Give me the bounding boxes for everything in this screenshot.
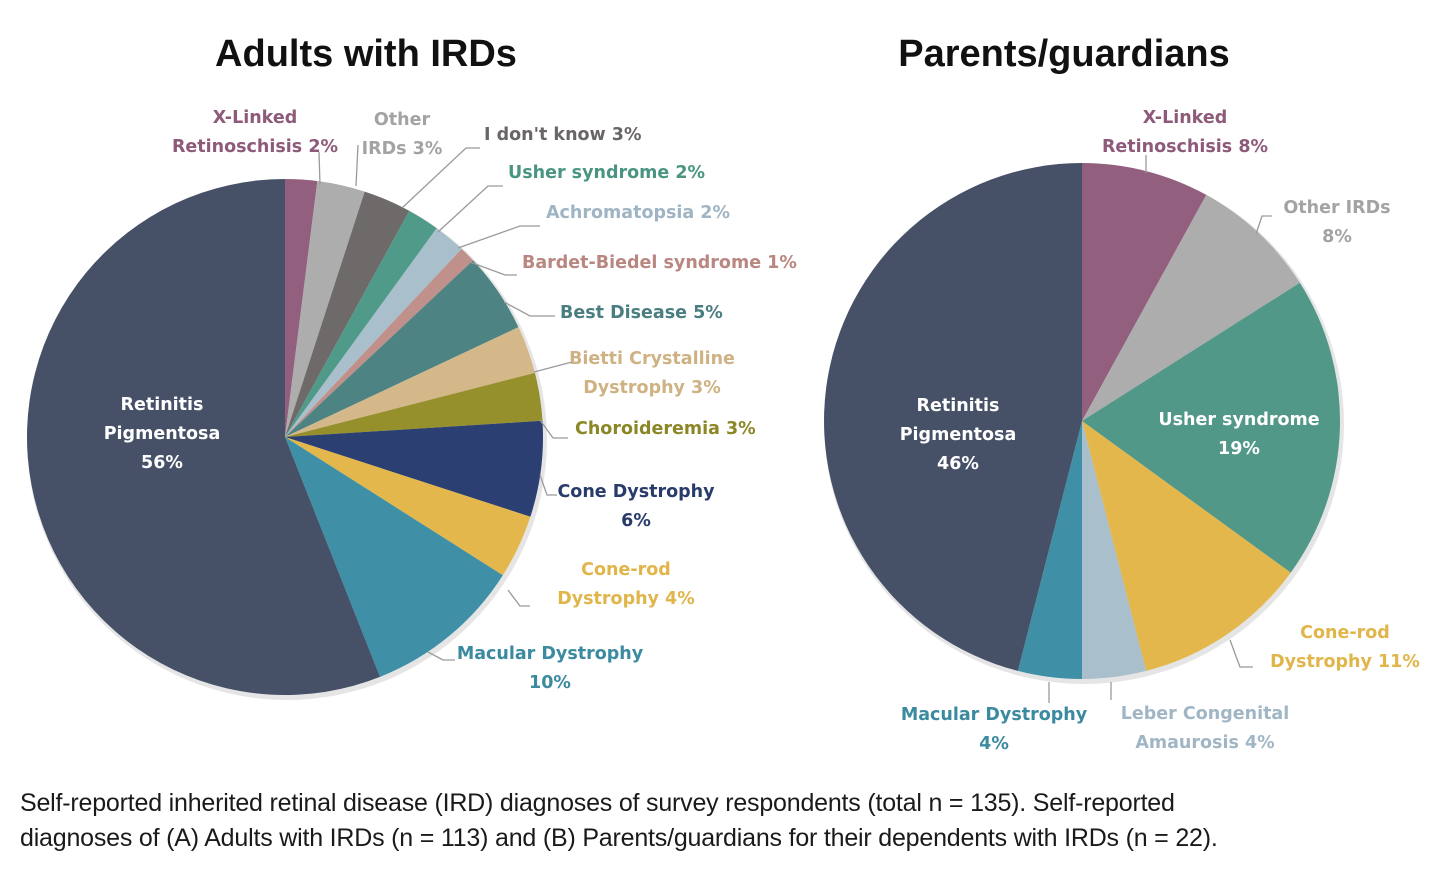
leader-line-x-linked-retinoschisis [318, 151, 321, 186]
data-label-line: Best Disease 5% [560, 303, 723, 323]
data-label-line: Macular Dystrophy [901, 705, 1088, 725]
pie-slice-usher-syndrome [1082, 282, 1341, 573]
data-label-line: 56% [141, 453, 183, 473]
data-label-retinitis-pigmentosa: Retinitis Pigmentosa 46% [900, 396, 1017, 474]
data-label-line: Dystrophy 11% [1270, 652, 1420, 672]
data-label-retinitis-pigmentosa: Retinitis Pigmentosa 56% [104, 395, 221, 473]
data-label-line: Achromatopsia 2% [546, 203, 730, 223]
leader-line-usher-syndrome [437, 185, 503, 233]
data-label-line: Bietti Crystalline [569, 349, 735, 369]
leader-line-cone-rod-dystrophy [1229, 639, 1253, 668]
data-label-leber-congenital-amaurosis: Leber Congenital Amaurosis 4% [1121, 704, 1290, 753]
pie-slice-cone-dystrophy [285, 420, 543, 517]
data-label-line: Retinitis [917, 396, 1000, 416]
data-label-usher-syndrome: Usher syndrome 2% [508, 163, 705, 183]
pie-slice-x-linked-retinoschisis [1082, 163, 1207, 421]
pie-slice-best-disease [285, 260, 519, 437]
leader-line-i-don-t-know [401, 147, 480, 209]
pie-slice-retinitis-pigmentosa [26, 179, 380, 695]
chart-title-adults: Adults with IRDs [215, 33, 517, 75]
data-label-line: Amaurosis 4% [1135, 733, 1274, 753]
leader-line-macular-dystrophy [427, 651, 455, 661]
data-label-i-don-t-know: I don't know 3% [484, 125, 642, 145]
data-label-line: Pigmentosa [104, 424, 221, 444]
data-label-line: Other IRDs [1283, 198, 1390, 218]
leader-line-bietti-crystalline-dystrophy [533, 361, 573, 373]
data-label-best-disease: Best Disease 5% [560, 303, 723, 323]
data-label-line: Other [374, 110, 431, 130]
data-label-line: 46% [937, 454, 979, 474]
data-label-line: Choroideremia 3% [575, 419, 756, 439]
data-label-line: Bardet-Biedel syndrome 1% [522, 253, 797, 273]
leader-line-best-disease [503, 301, 555, 317]
pie-slice-cone-rod-dystrophy [1082, 421, 1291, 671]
data-label-line: X-Linked [1143, 108, 1228, 128]
leader-line-cone-dystrophy [539, 474, 557, 496]
leader-line-achromatopsia [457, 225, 540, 249]
data-label-line: Pigmentosa [900, 425, 1017, 445]
data-label-line: Cone-rod [1300, 623, 1390, 643]
data-label-line: Leber Congenital [1121, 704, 1290, 724]
pie-slice-other-irds [285, 181, 365, 437]
data-label-macular-dystrophy: Macular Dystrophy 10% [457, 644, 644, 693]
pie-slice-i-don-t-know [285, 191, 410, 437]
pie-slice-achromatopsia [285, 228, 462, 437]
leader-line-cone-rod-dystrophy [507, 589, 530, 607]
data-label-line: Retinoschisis 2% [172, 137, 338, 157]
data-label-x-linked-retinoschisis: X-Linked Retinoschisis 2% [172, 108, 338, 157]
data-label-line: I don't know 3% [484, 125, 642, 145]
data-label-line: X-Linked [213, 108, 298, 128]
data-label-line: Cone Dystrophy [557, 482, 715, 502]
data-label-line: Retinoschisis 8% [1102, 137, 1268, 157]
pie-slice-choroideremia [285, 372, 543, 437]
data-label-line: 10% [529, 673, 571, 693]
data-label-line: Usher syndrome 2% [508, 163, 705, 183]
data-label-macular-dystrophy: Macular Dystrophy 4% [901, 705, 1088, 754]
data-label-bardet-biedel-syndrome: Bardet-Biedel syndrome 1% [522, 253, 797, 273]
data-label-line: Macular Dystrophy [457, 644, 644, 664]
data-label-cone-rod-dystrophy: Cone-rod Dystrophy 11% [1270, 623, 1420, 672]
data-label-choroideremia: Choroideremia 3% [575, 419, 756, 439]
pie-slice-usher-syndrome [285, 210, 437, 437]
data-label-line: 8% [1322, 227, 1352, 247]
data-label-usher-syndrome: Usher syndrome 19% [1158, 410, 1319, 459]
data-label-line: Dystrophy 3% [583, 378, 721, 398]
data-label-bietti-crystalline-dystrophy: Bietti Crystalline Dystrophy 3% [569, 349, 735, 398]
leader-line-choroideremia [539, 419, 568, 439]
data-label-line: 6% [621, 511, 651, 531]
pie-slice-bardet-biedel-syndrome [285, 248, 474, 437]
leader-line-other-irds [1255, 215, 1272, 235]
data-label-line: Cone-rod [581, 560, 671, 580]
data-label-achromatopsia: Achromatopsia 2% [546, 203, 730, 223]
data-label-line: IRDs 3% [362, 139, 443, 159]
pie-slice-retinitis-pigmentosa [824, 163, 1082, 671]
data-label-line: Dystrophy 4% [557, 589, 695, 609]
pie-adults: X-Linked Retinoschisis 2% Other IRDs 3% I do… [26, 108, 797, 700]
caption-line-2: diagnoses of (A) Adults with IRDs (n = 1… [20, 824, 1218, 852]
caption-line-1: Self-reported inherited retinal disease … [20, 789, 1175, 817]
leader-line-other-irds [355, 144, 359, 187]
data-label-line: Retinitis [121, 395, 204, 415]
data-label-line: Usher syndrome [1158, 410, 1319, 430]
data-label-other-irds: Other IRDs 8% [1283, 198, 1390, 247]
data-label-cone-rod-dystrophy: Cone-rod Dystrophy 4% [557, 560, 695, 609]
figure-canvas: Adults with IRDs Parents/guardians X-Lin… [26, 33, 1420, 754]
pie-parents: X-Linked Retinoschisis 8% Other IRDs 8% Ushe… [824, 108, 1420, 754]
leader-line-bardet-biedel-syndrome [469, 261, 517, 276]
data-label-cone-dystrophy: Cone Dystrophy 6% [557, 482, 715, 531]
figure-caption: Self-reported inherited retinal disease … [20, 786, 1420, 856]
data-label-line: 19% [1218, 439, 1260, 459]
data-label-other-irds: Other IRDs 3% [362, 110, 443, 159]
pie-slice-macular-dystrophy [285, 437, 503, 677]
pie-slice-x-linked-retinoschisis [285, 179, 318, 437]
pie-slice-other-irds [1082, 194, 1300, 421]
data-label-line: 4% [979, 734, 1009, 754]
data-label-x-linked-retinoschisis: X-Linked Retinoschisis 8% [1102, 108, 1268, 157]
pie-slice-cone-rod-dystrophy [285, 437, 531, 576]
chart-title-parents: Parents/guardians [898, 33, 1230, 75]
pie-slice-bietti-crystalline-dystrophy [285, 327, 535, 437]
pie-slice-leber-congenital-amaurosis [1082, 421, 1147, 679]
pie-slice-macular-dystrophy [1017, 421, 1082, 679]
